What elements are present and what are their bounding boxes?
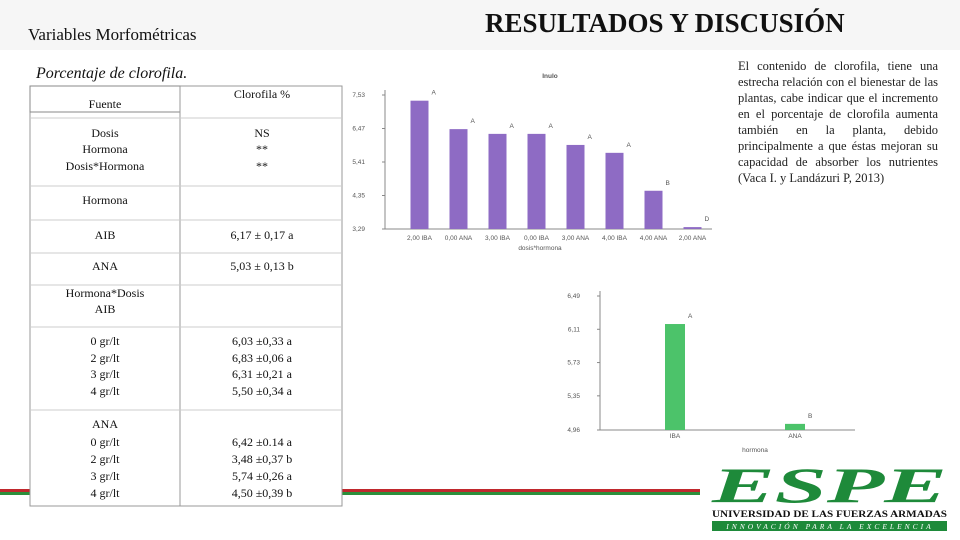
x-tick-label: 3,00 IBA [485, 235, 511, 242]
y-tick-label: 7,53 [352, 92, 365, 99]
table-cell: 5,74 ±0,26 a [232, 469, 293, 483]
bar [488, 133, 507, 229]
x-tick-label: IBA [670, 433, 681, 440]
bar-letter: A [627, 142, 632, 149]
table-cell: ANA [92, 417, 118, 431]
table-header: Fuente [89, 97, 122, 111]
table-cell: AIB [95, 302, 116, 316]
bar-letter: A [549, 123, 554, 130]
y-tick-label: 6,47 [352, 126, 365, 133]
x-tick-label: 0,00 ANA [445, 235, 473, 242]
table-cell: ** [256, 159, 268, 173]
x-tick-label: 2,00 ANA [679, 235, 707, 242]
table-cell: 4 gr/lt [91, 384, 121, 398]
table-cell: 4,50 ±0,39 b [232, 486, 293, 500]
chart-title: Inulo [542, 73, 558, 80]
bar [644, 190, 663, 229]
x-tick-label: 4,00 ANA [640, 235, 668, 242]
bar [410, 100, 429, 229]
table-cell: 0 gr/lt [91, 334, 121, 348]
logo-line1: UNIVERSIDAD DE LAS FUERZAS ARMADAS [712, 510, 947, 520]
table-header: Clorofila % [234, 87, 290, 101]
table-cell: 6,17 ± 0,17 a [231, 228, 295, 242]
table-cell: 3 gr/lt [91, 469, 121, 483]
bar [605, 152, 624, 229]
x-axis-label: dosis*hormona [518, 245, 562, 252]
table-cell: ANA [92, 259, 118, 273]
logo-line2: INNOVACIÓN PARA LA EXCELENCIA [725, 521, 934, 531]
table-cell: 2 gr/lt [91, 351, 121, 365]
y-tick-label: 6,49 [567, 293, 580, 300]
x-tick-label: 4,00 IBA [602, 235, 628, 242]
subtitle: Porcentaje de clorofila. [35, 65, 187, 82]
header-band [0, 0, 960, 50]
table-cell: Hormona [82, 142, 128, 156]
x-tick-label: ANA [788, 433, 802, 440]
table-cell: Dosis [91, 126, 119, 140]
table-cell: 6,83 ±0,06 a [232, 351, 293, 365]
bar-letter: A [510, 123, 515, 130]
bar-letter: A [432, 90, 437, 97]
bar [566, 144, 585, 229]
y-tick-label: 6,11 [568, 326, 581, 333]
bar [683, 227, 702, 229]
y-tick-label: 4,96 [567, 427, 580, 434]
table-cell: AIB [95, 228, 116, 242]
table-cell: 6,03 ±0,33 a [232, 334, 293, 348]
table-cell: 6,31 ±0,21 a [232, 367, 293, 381]
table-cell: Dosis*Hormona [66, 159, 145, 173]
table-cell: 5,03 ± 0,13 b [230, 259, 294, 273]
table-cell: 6,42 ±0.14 a [232, 435, 293, 449]
table-cell: 4 gr/lt [91, 486, 121, 500]
table-cell: 3,48 ±0,37 b [232, 452, 293, 466]
table-cell: NS [254, 126, 269, 140]
bar [785, 423, 805, 430]
bar-letter: D [705, 216, 710, 223]
bar [449, 129, 468, 229]
table-cell: 5,50 ±0,34 a [232, 384, 293, 398]
x-tick-label: 0,00 IBA [524, 235, 550, 242]
bar [527, 133, 546, 229]
logo-name: ESPE [710, 457, 947, 513]
y-tick-label: 3,29 [352, 226, 365, 233]
bar-letter: A [471, 118, 476, 125]
bar [665, 324, 685, 430]
table-cell: Hormona [82, 193, 128, 207]
bar-letter: A [588, 134, 593, 141]
bar-letter: B [666, 180, 670, 187]
table-cell: 3 gr/lt [91, 367, 121, 381]
x-tick-label: 3,00 ANA [562, 235, 590, 242]
y-tick-label: 5,41 [352, 159, 365, 166]
x-tick-label: 2,00 IBA [407, 235, 433, 242]
y-tick-label: 4,35 [352, 193, 365, 200]
paragraph: El contenido de clorofila, tiene una est… [738, 59, 938, 185]
x-axis-label: hormona [742, 447, 768, 454]
bar-letter: B [808, 413, 812, 420]
bar-letter: A [688, 313, 693, 320]
logo-band [712, 521, 947, 531]
y-tick-label: 5,35 [567, 393, 580, 400]
section-title: Variables Morfométricas [28, 25, 197, 44]
stripe-green [0, 492, 700, 495]
table-cell: 0 gr/lt [91, 435, 121, 449]
table-frame [29, 85, 343, 507]
table-cell: ** [256, 142, 268, 156]
y-tick-label: 5,73 [567, 360, 580, 367]
table-cell: Hormona*Dosis [66, 286, 145, 300]
stripe-red [0, 489, 700, 492]
table-cell: 2 gr/lt [91, 452, 121, 466]
slide-title: RESULTADOS Y DISCUSIÓN [485, 8, 845, 38]
